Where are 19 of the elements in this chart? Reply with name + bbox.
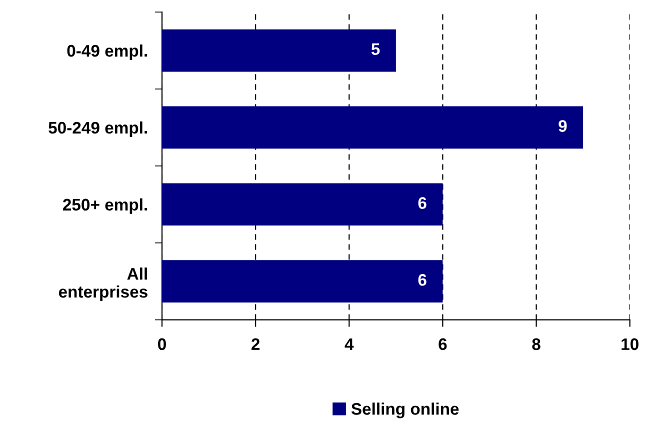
x-tick-label: 0	[158, 338, 166, 350]
bar	[162, 183, 443, 226]
bar	[162, 106, 584, 149]
data-label: 5	[371, 43, 380, 56]
x-tick-label: 10	[622, 338, 638, 350]
bar	[162, 29, 396, 72]
data-label: 9	[558, 120, 567, 132]
x-tick-label: 8	[532, 338, 540, 350]
y-tick-label: 250+ empl.	[62, 198, 147, 214]
y-tick-label: All enterprises	[58, 268, 148, 302]
data-label: 6	[418, 197, 426, 209]
x-tick-label: 6	[438, 338, 447, 350]
bar	[162, 260, 443, 302]
y-tick-label: 0-49 empl.	[67, 44, 147, 60]
x-tick-label: 2	[252, 338, 260, 350]
data-label: 6	[418, 274, 426, 286]
x-tick-label: 4	[344, 338, 354, 350]
y-tick-label: 50-249 empl.	[48, 121, 147, 137]
legend-label: Selling online	[351, 402, 459, 418]
